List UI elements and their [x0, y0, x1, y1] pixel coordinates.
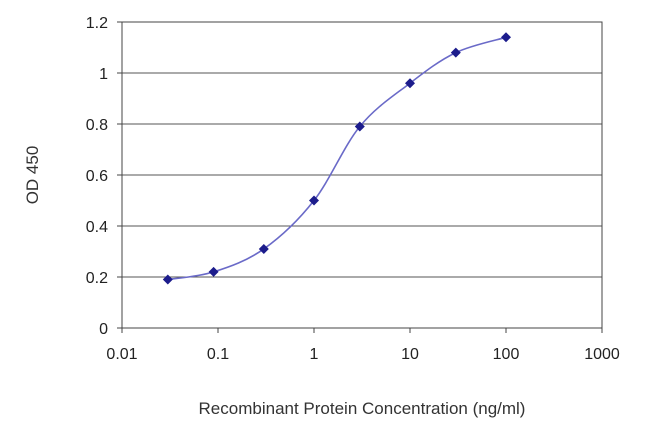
y-axis-title: OD 450: [23, 146, 42, 205]
y-tick-label: 0.2: [86, 270, 108, 287]
y-tick-label: 0.8: [86, 117, 108, 134]
y-tick-label: 0: [99, 321, 108, 338]
y-tick-label: 0.4: [86, 219, 108, 236]
x-tick-label: 0.1: [207, 346, 229, 363]
data-point-marker: [258, 243, 269, 254]
y-tick-label: 1: [99, 66, 108, 83]
x-tick-label: 10: [401, 346, 419, 363]
x-tick-label: 100: [493, 346, 520, 363]
data-point-marker: [450, 47, 461, 58]
y-tick-label: 1.2: [86, 15, 108, 32]
x-tick-label: 1: [310, 346, 319, 363]
y-axis-ticks: 0 0.2 0.4 0.6 0.8 1 1.2: [86, 15, 122, 338]
x-axis-ticks: 0.01 0.1 1 10 100 1000: [106, 328, 620, 363]
series-line: [167, 36, 507, 281]
data-point-marker: [405, 78, 415, 89]
x-axis-title: Recombinant Protein Concentration (ng/ml…: [199, 399, 526, 418]
data-point-marker: [354, 121, 365, 132]
y-tick-label: 0.6: [86, 168, 108, 185]
data-point-marker: [309, 195, 319, 206]
x-tick-label: 1000: [584, 346, 620, 363]
series-markers: [162, 32, 511, 285]
data-point-marker: [501, 32, 511, 43]
data-point-marker: [208, 266, 219, 277]
x-tick-label: 0.01: [106, 346, 137, 363]
data-point-marker: [162, 274, 173, 285]
